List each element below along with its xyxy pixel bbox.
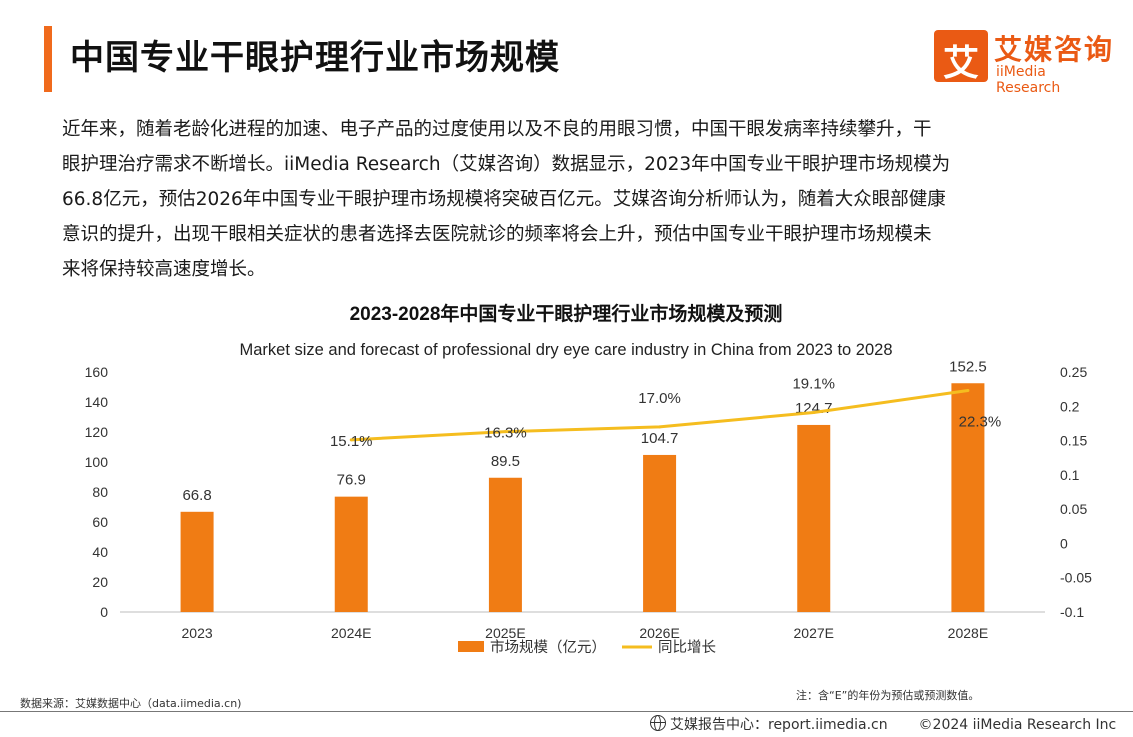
growth-value-label: 16.3% (484, 425, 527, 442)
growth-point (812, 410, 816, 414)
bar-value-label: 89.5 (491, 453, 520, 470)
intro-line: 意识的提升，出现干眼相关症状的患者选择去医院就诊的频率将会上升，预估中国专业干眼… (62, 224, 932, 245)
x-tick-label: 2026E (639, 625, 679, 641)
y-right-tick-label: 0.05 (1060, 501, 1087, 517)
bar (334, 496, 368, 612)
intro-line: 66.8亿元，预估2026年中国专业干眼护理市场规模将突破百亿元。艾媒咨询分析师… (62, 189, 946, 210)
x-tick-label: 2027E (794, 625, 834, 641)
chart-title: 2023-2028年中国专业干眼护理行业市场规模及预测 (350, 302, 783, 325)
growth-value-label: 22.3% (959, 414, 1002, 431)
x-tick-label: 2028E (948, 625, 988, 641)
y-left-tick-label: 80 (92, 484, 108, 500)
logo-cn-text: 艾媒咨询 (994, 33, 1115, 66)
logo-en-text: iiMedia Research (996, 64, 1061, 96)
y-left-tick-label: 60 (92, 514, 108, 530)
x-tick-label: 2023 (182, 625, 213, 641)
y-right-tick-label: 0.15 (1060, 433, 1087, 449)
bar-value-label: 66.8 (182, 487, 211, 504)
y-left-tick-label: 100 (85, 454, 109, 470)
y-right-tick-label: 0 (1060, 535, 1068, 551)
legend-bar-swatch (458, 641, 484, 652)
y-left-tick-label: 140 (85, 394, 109, 410)
growth-point (966, 389, 970, 393)
y-left-tick-label: 160 (85, 364, 109, 380)
x-tick-label: 2025E (485, 625, 525, 641)
bar-value-label: 76.9 (337, 472, 366, 489)
chart-subtitle: Market size and forecast of professional… (239, 341, 892, 359)
forecast-note: 注：含“E”的年份为预估或预测数值。 (796, 689, 980, 702)
iimedia-logo: 艾 艾媒咨询 iiMedia Research (934, 30, 1115, 96)
page-title: 中国专业干眼护理行业市场规模 (70, 38, 560, 78)
y-left-tick-label: 40 (92, 544, 108, 560)
growth-point (349, 438, 353, 442)
footer-divider (0, 711, 1133, 712)
bar (488, 477, 522, 612)
y-right-tick-label: -0.05 (1060, 570, 1092, 586)
intro-line: 眼护理治疗需求不断增长。iiMedia Research（艾媒咨询）数据显示，2… (62, 154, 951, 175)
title-accent-bar (44, 26, 52, 92)
bar (797, 424, 831, 612)
bar-value-label: 104.7 (641, 430, 679, 447)
footer-right: 艾媒报告中心：report.iimedia.cn ©2024 iiMedia R… (650, 714, 1116, 734)
y-right-tick-label: 0.25 (1060, 364, 1087, 380)
logo-mark-icon: 艾 (934, 30, 988, 84)
y-left-tick-label: 20 (92, 574, 108, 590)
y-left-tick-label: 0 (100, 604, 108, 620)
growth-value-label: 19.1% (792, 375, 835, 392)
x-tick-label: 2024E (331, 625, 371, 641)
intro-line: 来将保持较高速度增长。 (62, 259, 266, 280)
copyright-text: ©2024 iiMedia Research Inc (918, 717, 1117, 733)
growth-point (503, 430, 507, 434)
y-left-tick-label: 120 (85, 424, 109, 440)
bar (180, 511, 214, 612)
data-source: 数据来源：艾媒数据中心（data.iimedia.cn) (20, 697, 242, 710)
bar (643, 454, 677, 612)
intro-paragraph: 近年来，随着老龄化进程的加速、电子产品的过度使用以及不良的用眼习惯，中国干眼发病… (62, 112, 1092, 287)
growth-value-label: 17.0% (638, 390, 681, 407)
market-size-chart: 2023-2028年中国专业干眼护理行业市场规模及预测 Market size a… (85, 302, 1092, 656)
report-center-link[interactable]: 艾媒报告中心：report.iimedia.cn (670, 717, 888, 733)
globe-icon (650, 715, 666, 731)
bar-value-label: 152.5 (949, 358, 987, 375)
y-right-tick-label: 0.2 (1060, 398, 1080, 414)
bar (951, 383, 985, 612)
intro-line: 近年来，随着老龄化进程的加速、电子产品的过度使用以及不良的用眼习惯，中国干眼发病… (62, 119, 932, 140)
growth-value-label: 15.1% (330, 433, 373, 450)
legend-line-label: 同比增长 (658, 639, 716, 656)
legend-bar-label: 市场规模（亿元） (490, 639, 606, 656)
y-right-tick-label: 0.1 (1060, 467, 1080, 483)
growth-point (658, 425, 662, 429)
y-right-tick-label: -0.1 (1060, 604, 1084, 620)
